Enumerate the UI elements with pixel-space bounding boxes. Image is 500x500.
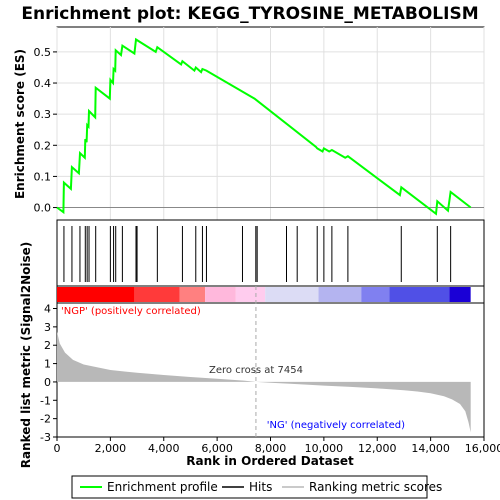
metric-y-tick-label: -1	[40, 394, 51, 407]
x-tick-label: 14,000	[411, 442, 450, 455]
x-tick-label: 16,000	[465, 442, 500, 455]
ranking-metric-area	[57, 331, 471, 433]
x-tick-label: 0	[54, 442, 61, 455]
ranked-metric-panel: -3 -2 -1 0 1 2 3 4 'NGP' (positively correlated…	[19, 242, 485, 469]
es-y-tick-label: 0.4	[34, 77, 52, 90]
color-bar-segment	[265, 287, 319, 302]
positive-correlation-label: 'NGP' (positively correlated)	[61, 306, 201, 317]
metric-y-tick-label: 1	[44, 358, 51, 371]
negative-correlation-label: 'NG' (negatively correlated)	[267, 420, 405, 431]
metric-y-tick-label: 0	[44, 376, 51, 389]
metric-y-tick-label: 4	[44, 303, 51, 316]
es-y-tick-label: 0.2	[34, 139, 52, 152]
metric-y-tick-label: -3	[40, 431, 51, 444]
legend-items: Enrichment profile Hits Ranking metric sco…	[80, 480, 442, 494]
es-y-tick-label: 0.0	[34, 202, 52, 215]
es-y-tick-label: 0.5	[34, 46, 52, 59]
color-bar-segment	[449, 287, 471, 302]
zero-cross-label: Zero cross at 7454	[209, 365, 303, 376]
metric-y-tick-label: -2	[40, 413, 51, 426]
legend-frame	[71, 475, 428, 499]
es-y-tick-label: 0.3	[34, 108, 52, 121]
es-y-tick-label: 0.1	[34, 170, 52, 183]
color-bar-segments	[57, 287, 471, 302]
legend-label: Ranking metric scores	[309, 480, 442, 494]
color-bar-segment	[361, 287, 390, 302]
legend: Enrichment profile Hits Ranking metric sco…	[71, 475, 442, 499]
enrichment-y-ticks: 0.0 0.1 0.2 0.3 0.4 0.5	[34, 46, 57, 215]
color-bar-segment	[318, 287, 362, 302]
ranking-color-bar	[56, 285, 485, 304]
x-tick-label: 6,000	[201, 442, 233, 455]
color-bar-segment	[57, 287, 135, 302]
color-bar-segment	[179, 287, 206, 302]
metric-y-axis-label: Ranked list metric (Signal2Noise)	[19, 242, 33, 469]
metric-y-tick-label: 2	[44, 339, 51, 352]
hits-panel	[56, 219, 485, 287]
metric-y-tick-label: 3	[44, 321, 51, 334]
color-bar-segment	[205, 287, 236, 302]
x-axis: 0 2,000 4,000 6,000 8,000 10,000 12,000 14,000 1…	[54, 437, 500, 455]
legend-label: Enrichment profile	[107, 480, 218, 494]
x-tick-label: 12,000	[358, 442, 397, 455]
enrichment-gridlines	[56, 27, 485, 220]
hits-frame	[56, 219, 485, 287]
hit-markers	[63, 226, 452, 282]
x-tick-label: 10,000	[305, 442, 344, 455]
enrichment-profile-line	[56, 37, 472, 216]
metric-plot-frame	[56, 302, 485, 438]
chart-title: Enrichment plot: KEGG_TYROSINE_METABOLIS…	[21, 4, 478, 24]
x-tick-label: 2,000	[95, 442, 127, 455]
metric-y-ticks: -3 -2 -1 0 1 2 3 4	[40, 303, 57, 444]
color-bar-segment	[235, 287, 266, 302]
color-bar-segment	[389, 287, 450, 302]
x-axis-label: Rank in Ordered Dataset	[186, 454, 354, 468]
color-bar-segment	[134, 287, 180, 302]
x-tick-label: 8,000	[255, 442, 287, 455]
legend-label: Hits	[249, 480, 272, 494]
x-tick-label: 4,000	[148, 442, 180, 455]
enrichment-score-panel: 0.0 0.1 0.2 0.3 0.4 0.5 Enrichment score (ES)	[13, 26, 485, 221]
enrichment-y-axis-label: Enrichment score (ES)	[13, 49, 27, 199]
